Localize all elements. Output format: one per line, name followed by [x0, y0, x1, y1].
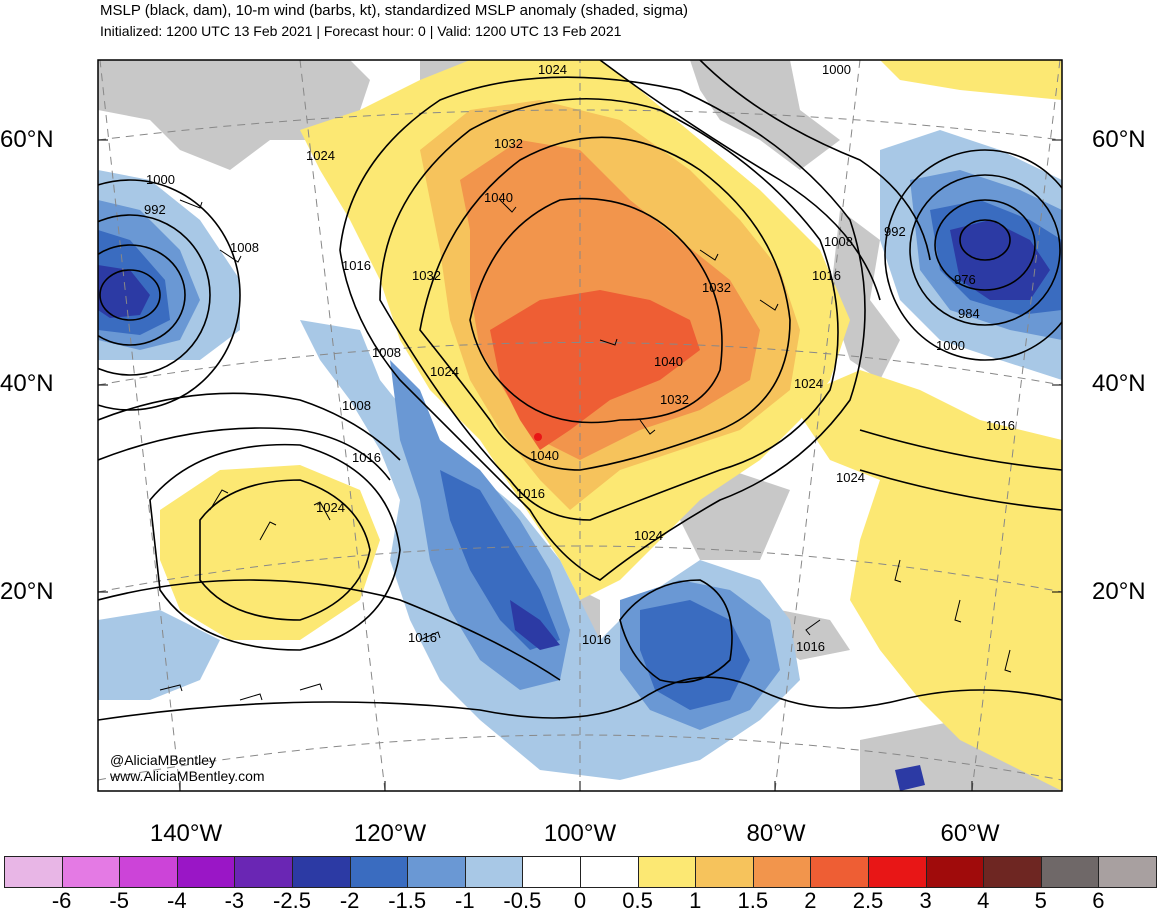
isobar-label: 984 [958, 306, 980, 321]
chart-subtitle: Initialized: 1200 UTC 13 Feb 2021 | Fore… [100, 23, 622, 39]
credit-handle: @AliciaMBentley [110, 752, 217, 768]
colorbar-label: 1.5 [737, 888, 769, 913]
colorbar-label: -1.5 [388, 888, 427, 913]
isobar-label: 1024 [836, 470, 865, 485]
colorbar-label: 4 [977, 888, 990, 913]
colorbar-swatch [522, 856, 581, 888]
isobar-label: 1016 [582, 632, 611, 647]
colorbar-swatch [119, 856, 178, 888]
colorbar-label: -6 [51, 888, 72, 913]
isobar-label: 1008 [230, 240, 259, 255]
colorbar-swatch [349, 856, 409, 888]
isobar-label: 1016 [986, 418, 1015, 433]
lat-label-60n-left: 60°N [0, 126, 54, 153]
colorbar-label: 3 [919, 888, 932, 913]
colorbar-swatch [464, 856, 524, 888]
colorbar-swatch [292, 856, 351, 888]
colorbar-label: 1 [689, 888, 702, 913]
isobars [98, 60, 1062, 721]
isobar-label: 1024 [316, 500, 345, 515]
lat-label-40n-right: 40°N [1092, 370, 1146, 397]
lon-label-60w: 60°W [940, 820, 1000, 847]
isobar-label: 1016 [516, 486, 545, 501]
isobar-label: 1016 [812, 268, 841, 283]
colorbar-label: -2 [339, 888, 360, 913]
lon-label-120w: 120°W [353, 820, 427, 847]
colorbar-swatch [810, 856, 869, 888]
colorbar: -6 -5 -4 -3 -2.5 -2 -1.5 -1 -0.5 0 0.5 1 1.5 2 2.5 3 4 5 6 [0, 852, 1160, 913]
colorbar-swatch [61, 856, 121, 888]
isobar-label: 1016 [796, 639, 825, 654]
isobar-label: 1024 [430, 364, 459, 379]
isobar-label: 1024 [538, 62, 567, 77]
isobar-label: 1032 [494, 136, 523, 151]
credit-website: www.AliciaMBentley.com [110, 768, 265, 784]
colorbar-label: -1 [455, 888, 475, 913]
isobar-label: 976 [954, 272, 976, 287]
colorbar-swatch [868, 856, 927, 888]
wind-barbs [159, 199, 1012, 701]
isobar-label: 1008 [372, 345, 401, 360]
isobar-label: 1016 [352, 450, 381, 465]
colorbar-swatch [176, 856, 236, 888]
isobar-label: 1040 [654, 354, 683, 369]
colorbar-label: 2 [804, 888, 817, 913]
isobar-label: 1032 [702, 280, 731, 295]
colorbar-swatch [234, 856, 293, 888]
lon-label-100w: 100°W [543, 820, 617, 847]
lat-label-40n-left: 40°N [0, 370, 54, 397]
isobar-label: 1040 [484, 190, 513, 205]
colorbar-swatch [1040, 856, 1100, 888]
isobar-label: 992 [884, 224, 906, 239]
lon-label-140w: 140°W [149, 820, 223, 847]
axis-ticks [98, 139, 1062, 791]
colorbar-swatch [637, 856, 697, 888]
colorbar-swatch [983, 856, 1042, 888]
isobar-label: 1032 [412, 268, 441, 283]
colorbar-swatch [407, 856, 466, 888]
colorbar-swatch [580, 856, 639, 888]
isobar-labels: 1024 1000 1032 1040 1024 1000 992 1008 1… [144, 62, 1015, 654]
colorbar-swatch [1098, 856, 1157, 888]
chart-title: MSLP (black, dam), 10-m wind (barbs, kt)… [100, 2, 689, 19]
lat-label-20n-right: 20°N [1092, 578, 1146, 605]
isobar-label: 1032 [660, 392, 689, 407]
isobar-label: 992 [144, 202, 166, 217]
colorbar-label: 6 [1092, 888, 1105, 913]
isobar-label: 1008 [824, 234, 853, 249]
isobar-label: 1040 [530, 448, 559, 463]
colorbar-swatch [695, 856, 754, 888]
lon-label-80w: 80°W [746, 820, 806, 847]
colorbar-swatch [925, 856, 985, 888]
colorbar-label: -4 [167, 888, 187, 913]
isobar-label: 1000 [822, 62, 851, 77]
colorbar-label: 5 [1034, 888, 1047, 913]
colorbar-label: 0 [573, 888, 587, 913]
isobar-label: 1016 [408, 630, 437, 645]
colorbar-label: -3 [224, 888, 245, 913]
isobar-label: 1008 [342, 398, 371, 413]
colorbar-label: -5 [109, 888, 129, 913]
lat-label-60n-right: 60°N [1092, 126, 1146, 153]
graticule [98, 60, 1062, 791]
colorbar-label: 0.5 [622, 888, 653, 913]
isobar-label: 1024 [634, 528, 663, 543]
colorbar-label: 2.5 [852, 888, 884, 913]
colorbar-label: -2.5 [273, 888, 311, 913]
isobar-label: 1000 [936, 338, 965, 353]
lat-label-20n-left: 20°N [0, 578, 54, 605]
isobar-label: 1024 [794, 376, 823, 391]
colorbar-label: -0.5 [503, 888, 542, 913]
isobar-label: 1024 [306, 148, 335, 163]
colorbar-swatch [752, 856, 812, 888]
colorbar-swatch [4, 856, 63, 888]
isobar-label: 1000 [146, 172, 175, 187]
isobar-label: 1016 [342, 258, 371, 273]
